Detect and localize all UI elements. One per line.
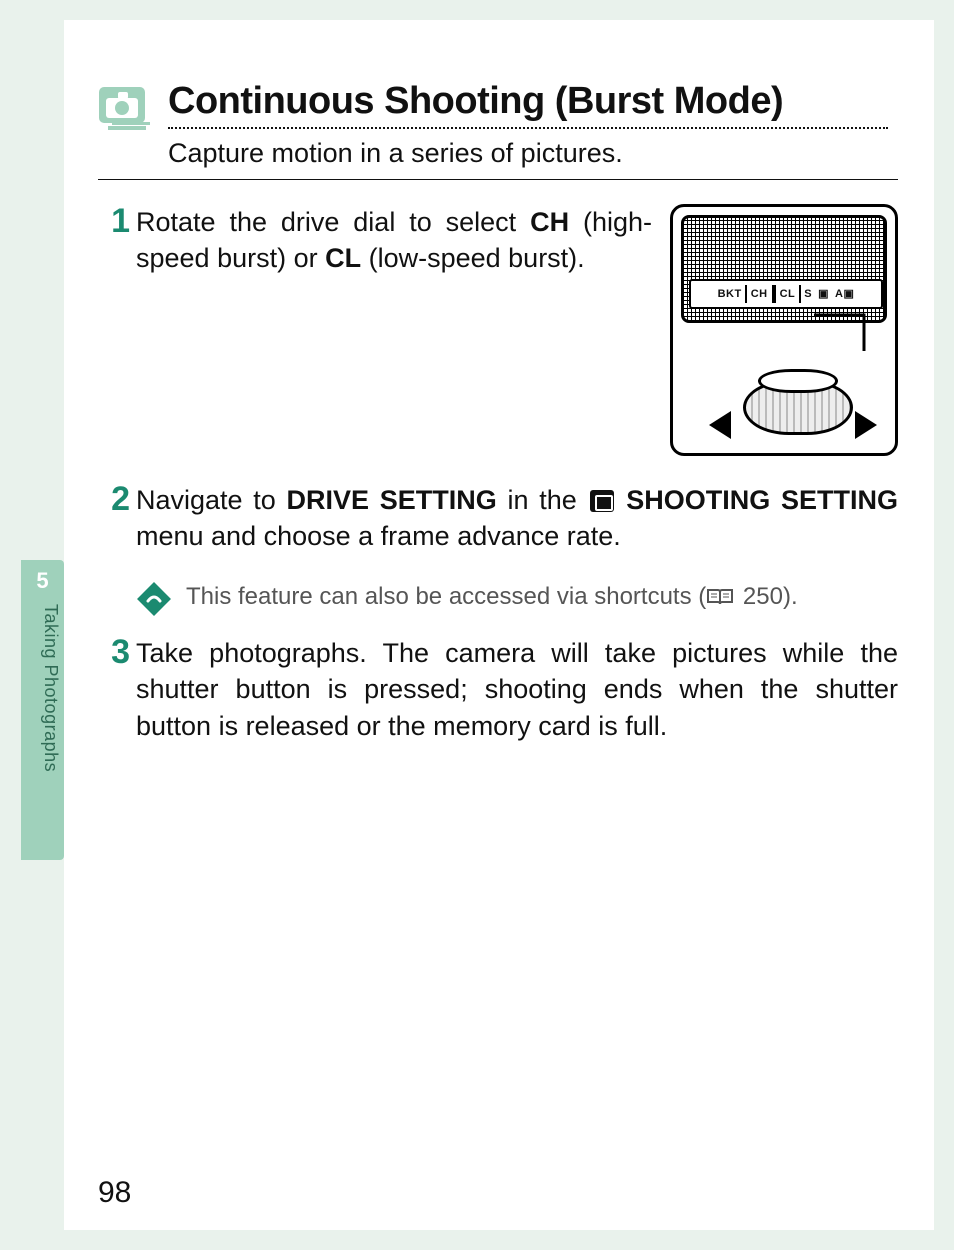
page-sheet: Continuous Shooting (Burst Mode) Capture… — [64, 20, 934, 1230]
step-number: 3 — [98, 635, 136, 669]
chapter-number: 5 — [21, 568, 64, 594]
note-text: This feature can also be accessed via sh… — [186, 581, 898, 617]
section-title: Continuous Shooting (Burst Mode) — [168, 80, 888, 129]
header-rule — [98, 179, 898, 180]
step-body: Rotate the drive dial to select CH (high… — [136, 204, 898, 456]
step: 2Navigate to DRIVE SETTING in the SHOOTI… — [98, 482, 898, 555]
chapter-tab: 5 Taking Photographs — [21, 560, 64, 860]
page-number: 98 — [98, 1176, 131, 1210]
chapter-label: Taking Photographs — [40, 604, 61, 860]
section-header: Continuous Shooting (Burst Mode) — [98, 80, 898, 132]
step-number: 2 — [98, 482, 136, 516]
manual-page-icon — [706, 587, 734, 607]
burst-camera-icon — [98, 86, 154, 132]
note: This feature can also be accessed via sh… — [136, 581, 898, 617]
section-subtitle: Capture motion in a series of pictures. — [168, 138, 898, 169]
step-number: 1 — [98, 204, 136, 238]
drive-dial-figure: BKTCHCLS▣A▣ — [670, 204, 898, 456]
camera-menu-icon — [590, 490, 614, 512]
step-text: Navigate to DRIVE SETTING in the SHOOTIN… — [136, 482, 898, 555]
page-content: Continuous Shooting (Burst Mode) Capture… — [98, 80, 898, 770]
tip-diamond-icon — [136, 581, 172, 617]
step-text: Rotate the drive dial to select CH (high… — [136, 204, 652, 456]
steps-list: 1Rotate the drive dial to select CH (hig… — [98, 204, 898, 744]
step: 3Take photographs. The camera will take … — [98, 635, 898, 744]
step-text: Take photographs. The camera will take p… — [136, 635, 898, 744]
step: 1Rotate the drive dial to select CH (hig… — [98, 204, 898, 456]
manual-page: Continuous Shooting (Burst Mode) Capture… — [0, 0, 954, 1250]
